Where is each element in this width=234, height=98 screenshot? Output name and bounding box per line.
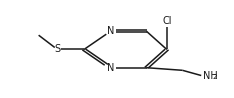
Text: 2: 2 bbox=[213, 74, 218, 80]
Text: NH: NH bbox=[203, 70, 218, 81]
Text: N: N bbox=[107, 26, 114, 36]
Text: S: S bbox=[54, 44, 60, 54]
Text: Cl: Cl bbox=[163, 16, 172, 26]
Text: N: N bbox=[107, 63, 114, 73]
